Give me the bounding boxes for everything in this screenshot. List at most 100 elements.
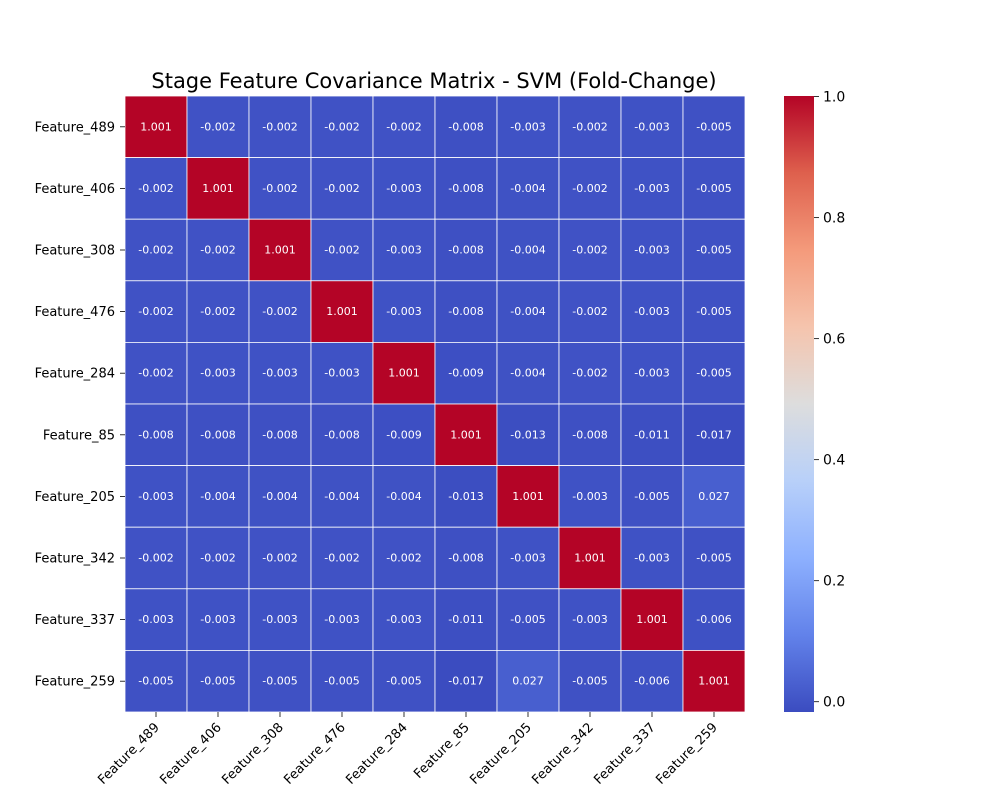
column-labels: Feature_489Feature_406Feature_308Feature… bbox=[95, 712, 721, 788]
cell-value-label: -0.004 bbox=[510, 305, 545, 318]
cell-value-label: -0.008 bbox=[200, 428, 235, 441]
heatmap-cell bbox=[372, 650, 436, 713]
heatmap-cell bbox=[620, 341, 684, 405]
cell-value-label: -0.002 bbox=[200, 244, 235, 257]
heatmap-cell bbox=[310, 650, 374, 713]
cell-value-label: -0.002 bbox=[572, 182, 607, 195]
cell-value-label: -0.002 bbox=[572, 305, 607, 318]
heatmap-cell bbox=[248, 403, 312, 466]
heatmap-cell bbox=[558, 280, 622, 343]
cell-value-label: -0.002 bbox=[572, 244, 607, 257]
heatmap-cell bbox=[558, 95, 622, 158]
heatmap-cell bbox=[248, 218, 312, 282]
cell-value-label: 0.027 bbox=[512, 675, 544, 688]
colorbar-tick-label: 0.4 bbox=[823, 453, 845, 469]
heatmap-cell bbox=[682, 526, 746, 590]
cell-value-label: -0.002 bbox=[138, 182, 173, 195]
heatmap-cell bbox=[186, 157, 250, 220]
cell-value-label: -0.005 bbox=[200, 675, 235, 688]
cell-value-label: -0.004 bbox=[510, 367, 545, 380]
heatmap-cell bbox=[620, 218, 684, 282]
heatmap-cell bbox=[124, 218, 188, 282]
heatmap-cell bbox=[620, 403, 684, 466]
heatmap-cell bbox=[248, 526, 312, 590]
colorbar bbox=[784, 96, 814, 712]
cell-value-label: -0.003 bbox=[634, 552, 669, 565]
cell-value-label: 1.001 bbox=[388, 367, 420, 380]
heatmap-cell bbox=[496, 465, 560, 528]
heatmap-cell bbox=[186, 588, 250, 651]
cell-value-label: -0.003 bbox=[200, 367, 235, 380]
heatmap-cell bbox=[558, 650, 622, 713]
cell-value-label: -0.003 bbox=[386, 305, 421, 318]
cell-value-label: -0.003 bbox=[634, 182, 669, 195]
heatmap-cell bbox=[186, 95, 250, 158]
heatmap-cell bbox=[620, 650, 684, 713]
heatmap-cell bbox=[124, 465, 188, 528]
cell-value-label: -0.005 bbox=[696, 182, 731, 195]
heatmap-cell bbox=[496, 157, 560, 220]
cell-value-label: -0.005 bbox=[634, 490, 669, 503]
cell-value-label: -0.013 bbox=[510, 428, 545, 441]
row-tick-label: Feature_489 bbox=[35, 120, 115, 135]
cell-value-label: -0.003 bbox=[262, 367, 297, 380]
cell-value-label: -0.002 bbox=[262, 182, 297, 195]
heatmap-cell bbox=[558, 341, 622, 405]
cell-value-label: -0.003 bbox=[200, 613, 235, 626]
heatmap-cell bbox=[620, 465, 684, 528]
heatmap-cell bbox=[682, 157, 746, 220]
column-tick-label: Feature_259 bbox=[653, 720, 720, 787]
heatmap-cell bbox=[558, 218, 622, 282]
heatmap-cell bbox=[620, 280, 684, 343]
colorbar-tick-label: 0.6 bbox=[823, 332, 845, 348]
cell-value-label: -0.003 bbox=[510, 552, 545, 565]
cell-value-label: -0.002 bbox=[138, 552, 173, 565]
cell-value-label: -0.006 bbox=[696, 613, 731, 626]
cell-value-label: 1.001 bbox=[512, 490, 544, 503]
colorbar-ticks: 0.0 0.2 0.4 0.6 0.8 1.0 bbox=[814, 90, 845, 711]
cell-value-label: -0.002 bbox=[572, 367, 607, 380]
heatmap-cell bbox=[496, 341, 560, 405]
heatmap-cell bbox=[372, 526, 436, 590]
heatmap-cell bbox=[248, 341, 312, 405]
heatmap-cell bbox=[186, 526, 250, 590]
heatmap-cell bbox=[372, 218, 436, 282]
cell-value-label: -0.008 bbox=[324, 428, 359, 441]
colorbar-tick-label: 0.2 bbox=[823, 574, 845, 590]
cell-value-label: 1.001 bbox=[202, 182, 234, 195]
colorbar-tick-label: 0.0 bbox=[823, 695, 845, 711]
heatmap-cell bbox=[434, 280, 498, 343]
cell-value-label: -0.003 bbox=[386, 613, 421, 626]
cell-value-label: 0.027 bbox=[698, 490, 730, 503]
heatmap-cell bbox=[434, 650, 498, 713]
heatmap-cell bbox=[186, 341, 250, 405]
heatmap-cell bbox=[620, 526, 684, 590]
cell-value-label: -0.002 bbox=[200, 552, 235, 565]
row-tick-label: Feature_85 bbox=[43, 428, 115, 443]
heatmap-cell bbox=[558, 157, 622, 220]
heatmap-cell bbox=[310, 588, 374, 651]
heatmap-cell bbox=[496, 588, 560, 651]
heatmap-cell bbox=[310, 95, 374, 158]
heatmap-cell bbox=[186, 218, 250, 282]
cell-value-label: -0.005 bbox=[696, 305, 731, 318]
colorbar-tick-label: 0.8 bbox=[823, 211, 845, 227]
cell-value-label: -0.003 bbox=[634, 367, 669, 380]
cell-value-label: -0.008 bbox=[448, 552, 483, 565]
cell-value-label: -0.017 bbox=[696, 428, 731, 441]
cell-value-label: -0.006 bbox=[634, 675, 669, 688]
cell-value-label: -0.003 bbox=[138, 490, 173, 503]
heatmap-cell bbox=[248, 95, 312, 158]
heatmap-cell bbox=[186, 650, 250, 713]
heatmap-cell bbox=[310, 465, 374, 528]
cell-value-label: -0.005 bbox=[572, 675, 607, 688]
heatmap-cell bbox=[558, 465, 622, 528]
row-tick-label: Feature_259 bbox=[35, 675, 115, 690]
column-tick-label: Feature_489 bbox=[95, 720, 162, 787]
column-tick-label: Feature_205 bbox=[467, 720, 534, 787]
heatmap-cell bbox=[558, 588, 622, 651]
heatmap-cell bbox=[248, 588, 312, 651]
column-tick-label: Feature_284 bbox=[343, 720, 410, 787]
cell-value-label: -0.008 bbox=[448, 120, 483, 133]
